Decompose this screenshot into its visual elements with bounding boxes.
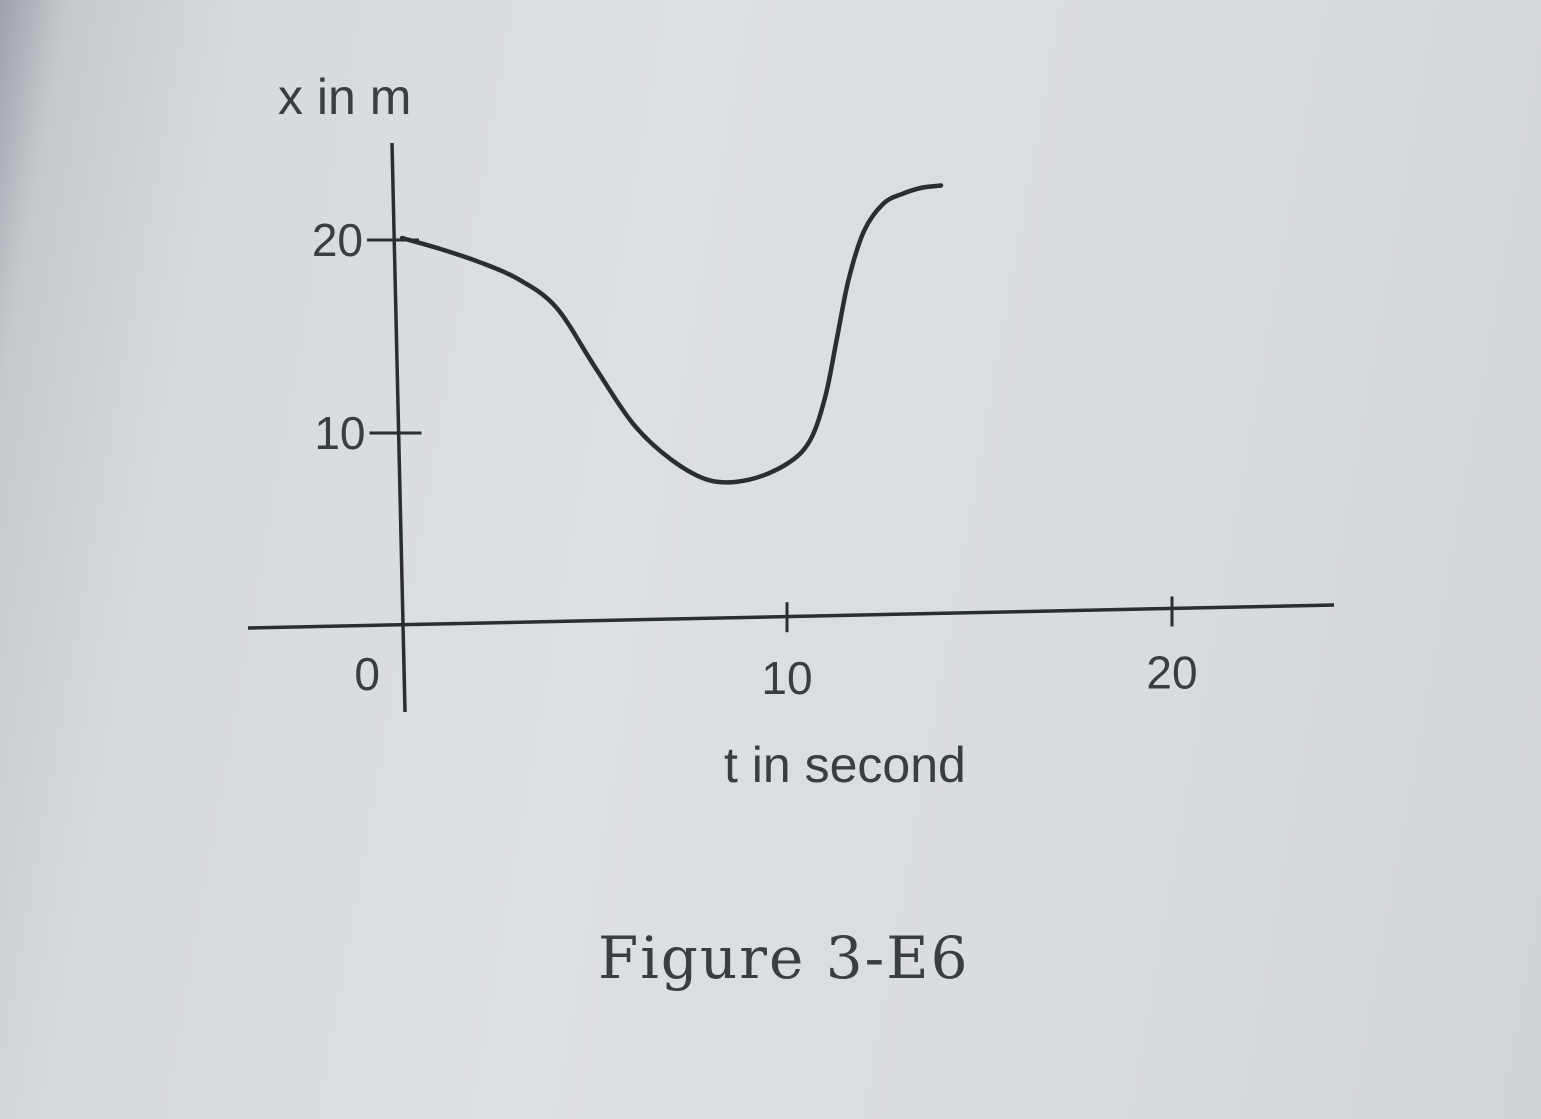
x-tick-label-20: 20 — [1146, 646, 1197, 698]
figure-caption: Figure 3-E6 — [598, 924, 970, 992]
y-axis-label: x in m — [278, 69, 411, 125]
x-tick-label-10: 10 — [761, 652, 812, 704]
y-tick-label-20: 20 — [312, 214, 363, 266]
y-axis — [390, 142, 407, 713]
series-group — [399, 183, 944, 485]
y-tick-label-10: 10 — [314, 407, 365, 459]
x-axis-label: t in second — [724, 737, 966, 793]
origin-label: 0 — [354, 648, 380, 700]
series-line-0 — [399, 183, 944, 485]
x-axis — [247, 603, 1335, 630]
ticks: 10 20 10 20 — [312, 214, 1198, 704]
